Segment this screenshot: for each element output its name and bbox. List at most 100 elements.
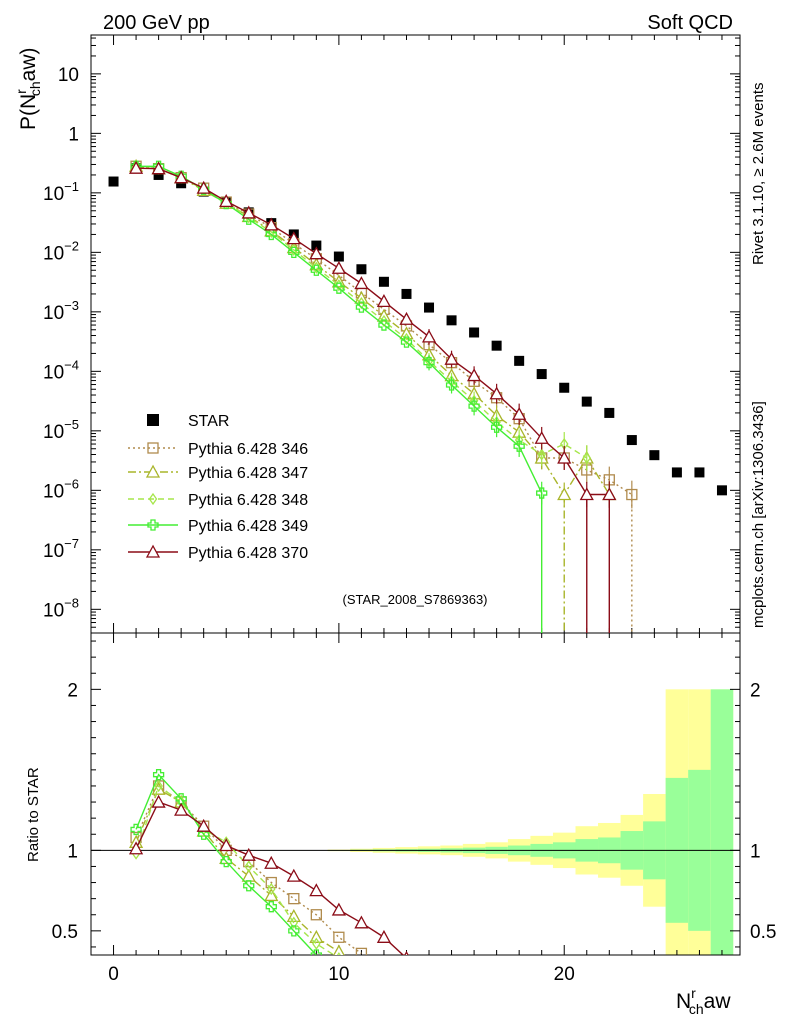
marker-square (536, 369, 547, 380)
marker-open-cross (400, 336, 413, 348)
marker-open-square (626, 488, 638, 501)
marker-open-triangle (557, 450, 572, 464)
ratio-series-p348 (131, 779, 341, 955)
marker-open-cross (130, 823, 142, 836)
marker-open-cross (333, 282, 345, 294)
series-p349 (130, 160, 548, 633)
marker-square (333, 251, 344, 262)
marker-open-triangle (354, 915, 369, 929)
legend-label: Pythia 6.428 349 (188, 518, 308, 535)
marker-open-triangle (557, 487, 572, 501)
marker-open-triangle (264, 217, 279, 231)
marker-open-triangle (196, 180, 211, 194)
ratio-frame (90, 632, 741, 956)
ratio-y-tick-label-right: 1 (750, 841, 761, 862)
ratio-line-p370 (135, 801, 405, 955)
series-line-p370 (136, 167, 610, 496)
marker-open-triangle (399, 311, 414, 325)
marker-open-triangle (174, 802, 189, 816)
marker-open-triangle (286, 231, 301, 245)
header-right: Soft QCD (647, 12, 733, 34)
ratio-band (327, 689, 734, 955)
marker-square (108, 176, 119, 187)
x-tick-label: 20 (554, 964, 575, 985)
marker-open-cross (310, 949, 322, 955)
marker-open-cross (445, 379, 458, 391)
y-tick-label: 10−1 (43, 179, 79, 205)
y-tick-label: 10−6 (43, 476, 79, 502)
marker-open-triangle (331, 902, 346, 916)
marker-open-triangle (404, 950, 409, 955)
legend-label: Pythia 6.428 347 (188, 465, 308, 482)
marker-square (649, 450, 660, 461)
series-p370 (128, 160, 617, 633)
marker-open-triangle (512, 406, 527, 420)
marker-open-triangle (354, 276, 369, 290)
marker-open-triangle (466, 368, 482, 382)
series-p347 (128, 158, 617, 633)
ratio-y-tick-label: 0.5 (52, 922, 78, 943)
x-tick-label: 0 (108, 964, 119, 985)
marker-square (311, 240, 322, 251)
marker-open-diamond (244, 860, 254, 873)
marker-open-cross (288, 925, 300, 937)
ratio-line-p347 (135, 788, 340, 953)
marker-square (694, 467, 705, 478)
marker-open-cross (265, 228, 277, 241)
marker-open-triangle (151, 161, 166, 175)
y-tick-label: 1 (68, 124, 79, 145)
marker-open-triangle (489, 386, 504, 400)
marker-open-square (288, 893, 300, 905)
marker-open-cross (423, 356, 435, 369)
marker-open-triangle (219, 193, 234, 207)
marker-square (446, 315, 457, 326)
main-frame (90, 34, 741, 634)
marker-open-triangle (331, 260, 346, 274)
marker-square (581, 396, 592, 407)
marker-open-cross (355, 301, 368, 313)
marker-open-cross (468, 400, 480, 412)
marker-open-triangle (286, 909, 301, 923)
marker-square (671, 467, 682, 478)
marker-open-triangle (444, 351, 459, 365)
marker-square (514, 355, 525, 366)
marker-open-triangle (309, 246, 324, 260)
ratio-y-tick-label: 1 (67, 841, 78, 862)
rivet-label: Rivet 3.1.10, ≥ 2.6M events (750, 83, 767, 266)
marker-open-cross (243, 880, 255, 892)
marker-open-triangle (579, 487, 594, 501)
marker-square (401, 288, 412, 299)
series-p346 (130, 160, 638, 633)
marker-open-triangle (145, 464, 161, 478)
mcplots-label: mcplots.cern.ch [arXiv:1306.3436] (750, 401, 767, 628)
marker-open-cross (288, 246, 300, 259)
marker-open-triangle (145, 544, 161, 558)
marker-open-triangle (286, 868, 301, 882)
marker-square (716, 485, 727, 496)
marker-open-triangle (241, 847, 256, 861)
marker-open-cross (152, 769, 165, 781)
marker-open-square (310, 909, 322, 921)
marker-open-diamond (582, 451, 592, 465)
marker-open-square (147, 442, 159, 454)
marker-open-cross (490, 421, 503, 433)
marker-square (491, 340, 502, 351)
y-tick-label: 10−2 (43, 238, 79, 264)
marker-open-square (333, 931, 345, 943)
series-line-p346 (136, 165, 633, 496)
ratio-y-tick-label-right: 0.5 (750, 922, 776, 943)
marker-square (604, 407, 615, 418)
marker-open-diamond (312, 937, 321, 950)
marker-open-cross (147, 519, 159, 531)
marker-open-triangle (534, 430, 549, 444)
marker-open-diamond (148, 492, 158, 506)
marker-open-triangle (196, 818, 211, 832)
ratio-y-tick-label: 2 (67, 680, 78, 701)
marker-open-square (355, 947, 368, 955)
legend (128, 414, 178, 558)
marker-square (626, 435, 637, 446)
y-tick-label: 10−3 (43, 298, 79, 324)
marker-open-diamond (266, 882, 276, 896)
marker-open-triangle (309, 883, 324, 897)
